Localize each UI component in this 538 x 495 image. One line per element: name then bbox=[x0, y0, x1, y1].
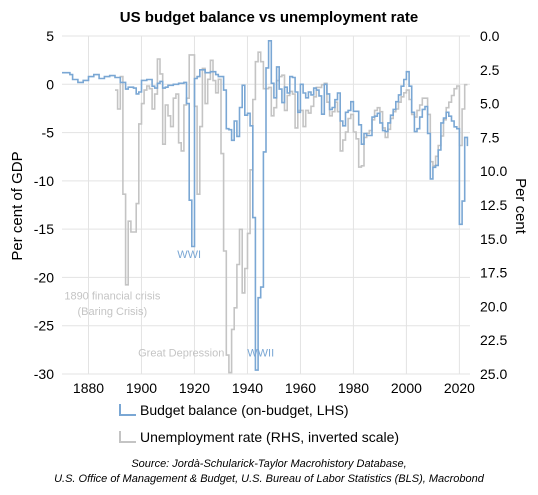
unemployment-rate-line bbox=[115, 51, 468, 374]
left-tick-label: -25 bbox=[34, 318, 54, 334]
legend-label: Unemployment rate (RHS, inverted scale) bbox=[140, 429, 399, 445]
legend-swatch bbox=[119, 404, 136, 416]
x-tick-label: 2000 bbox=[391, 380, 422, 396]
right-tick-label: 22.5 bbox=[480, 332, 507, 348]
right-tick-label: 2.5 bbox=[480, 62, 500, 78]
x-tick-label: 1920 bbox=[179, 380, 210, 396]
x-tick-label: 1880 bbox=[73, 380, 104, 396]
legend-swatch bbox=[119, 431, 136, 443]
x-tick-label: 1960 bbox=[285, 380, 316, 396]
series-lines bbox=[62, 40, 469, 374]
right-tick-label: 20.0 bbox=[480, 298, 507, 314]
x-tick-label: 1940 bbox=[232, 380, 263, 396]
annotation-label: 1890 financial crisis bbox=[64, 291, 160, 303]
right-tick-label: 7.5 bbox=[480, 129, 500, 145]
left-tick-label: -5 bbox=[42, 125, 55, 141]
left-tick-label: -10 bbox=[34, 173, 54, 189]
annotation-label: Great Depression bbox=[138, 348, 224, 360]
left-tick-label: 5 bbox=[46, 28, 54, 44]
right-tick-label: 10.0 bbox=[480, 163, 507, 179]
left-tick-label: -30 bbox=[34, 366, 54, 382]
right-tick-label: 25.0 bbox=[480, 366, 507, 382]
right-tick-label: 5.0 bbox=[480, 96, 500, 112]
source-note: Source: Jordà-Schularick-Taylor Macrohis… bbox=[54, 458, 485, 485]
right-tick-label: 12.5 bbox=[480, 197, 507, 213]
annotation-label: WWI bbox=[177, 249, 201, 261]
annotation-label: WWII bbox=[247, 348, 274, 360]
chart-title: US budget balance vs unemployment rate bbox=[120, 9, 418, 26]
right-axis-title: Per cent bbox=[512, 178, 529, 235]
source-line: Source: Jordà-Schularick-Taylor Macrohis… bbox=[131, 458, 406, 470]
right-tick-label: 0.0 bbox=[480, 28, 500, 44]
left-tick-label: 0 bbox=[46, 76, 54, 92]
x-axis-ticks: 1880 1900 1920 1940 1960 1980 2000 2020 bbox=[73, 380, 475, 396]
left-axis-ticks: 5 0 -5 -10 -15 -20 -25 -30 bbox=[34, 28, 54, 382]
right-tick-label: 15.0 bbox=[480, 231, 507, 247]
annotations: WWI WWII 1890 financial crisis (Baring Cris… bbox=[64, 249, 274, 360]
left-tick-label: -15 bbox=[34, 221, 54, 237]
legend-item: Budget balance (on-budget, LHS) bbox=[119, 402, 349, 418]
x-tick-label: 1980 bbox=[338, 380, 369, 396]
budget-balance-line bbox=[62, 40, 469, 371]
right-tick-label: 17.5 bbox=[480, 265, 507, 281]
left-tick-label: -20 bbox=[34, 269, 54, 285]
annotation-label: (Baring Crisis) bbox=[77, 306, 147, 318]
left-axis-title: Per cent of GDP bbox=[9, 151, 26, 260]
source-line: U.S. Office of Management & Budget, U.S.… bbox=[54, 473, 485, 485]
x-tick-label: 1900 bbox=[126, 380, 157, 396]
legend: Budget balance (on-budget, LHS) Unemploym… bbox=[119, 402, 399, 445]
legend-item: Unemployment rate (RHS, inverted scale) bbox=[119, 429, 399, 445]
legend-label: Budget balance (on-budget, LHS) bbox=[140, 402, 349, 418]
right-axis-ticks: 0.0 2.5 5.0 7.5 10.0 12.5 15.0 17.5 20.0 22.5 25.0 bbox=[480, 28, 507, 382]
x-tick-label: 2020 bbox=[444, 380, 475, 396]
